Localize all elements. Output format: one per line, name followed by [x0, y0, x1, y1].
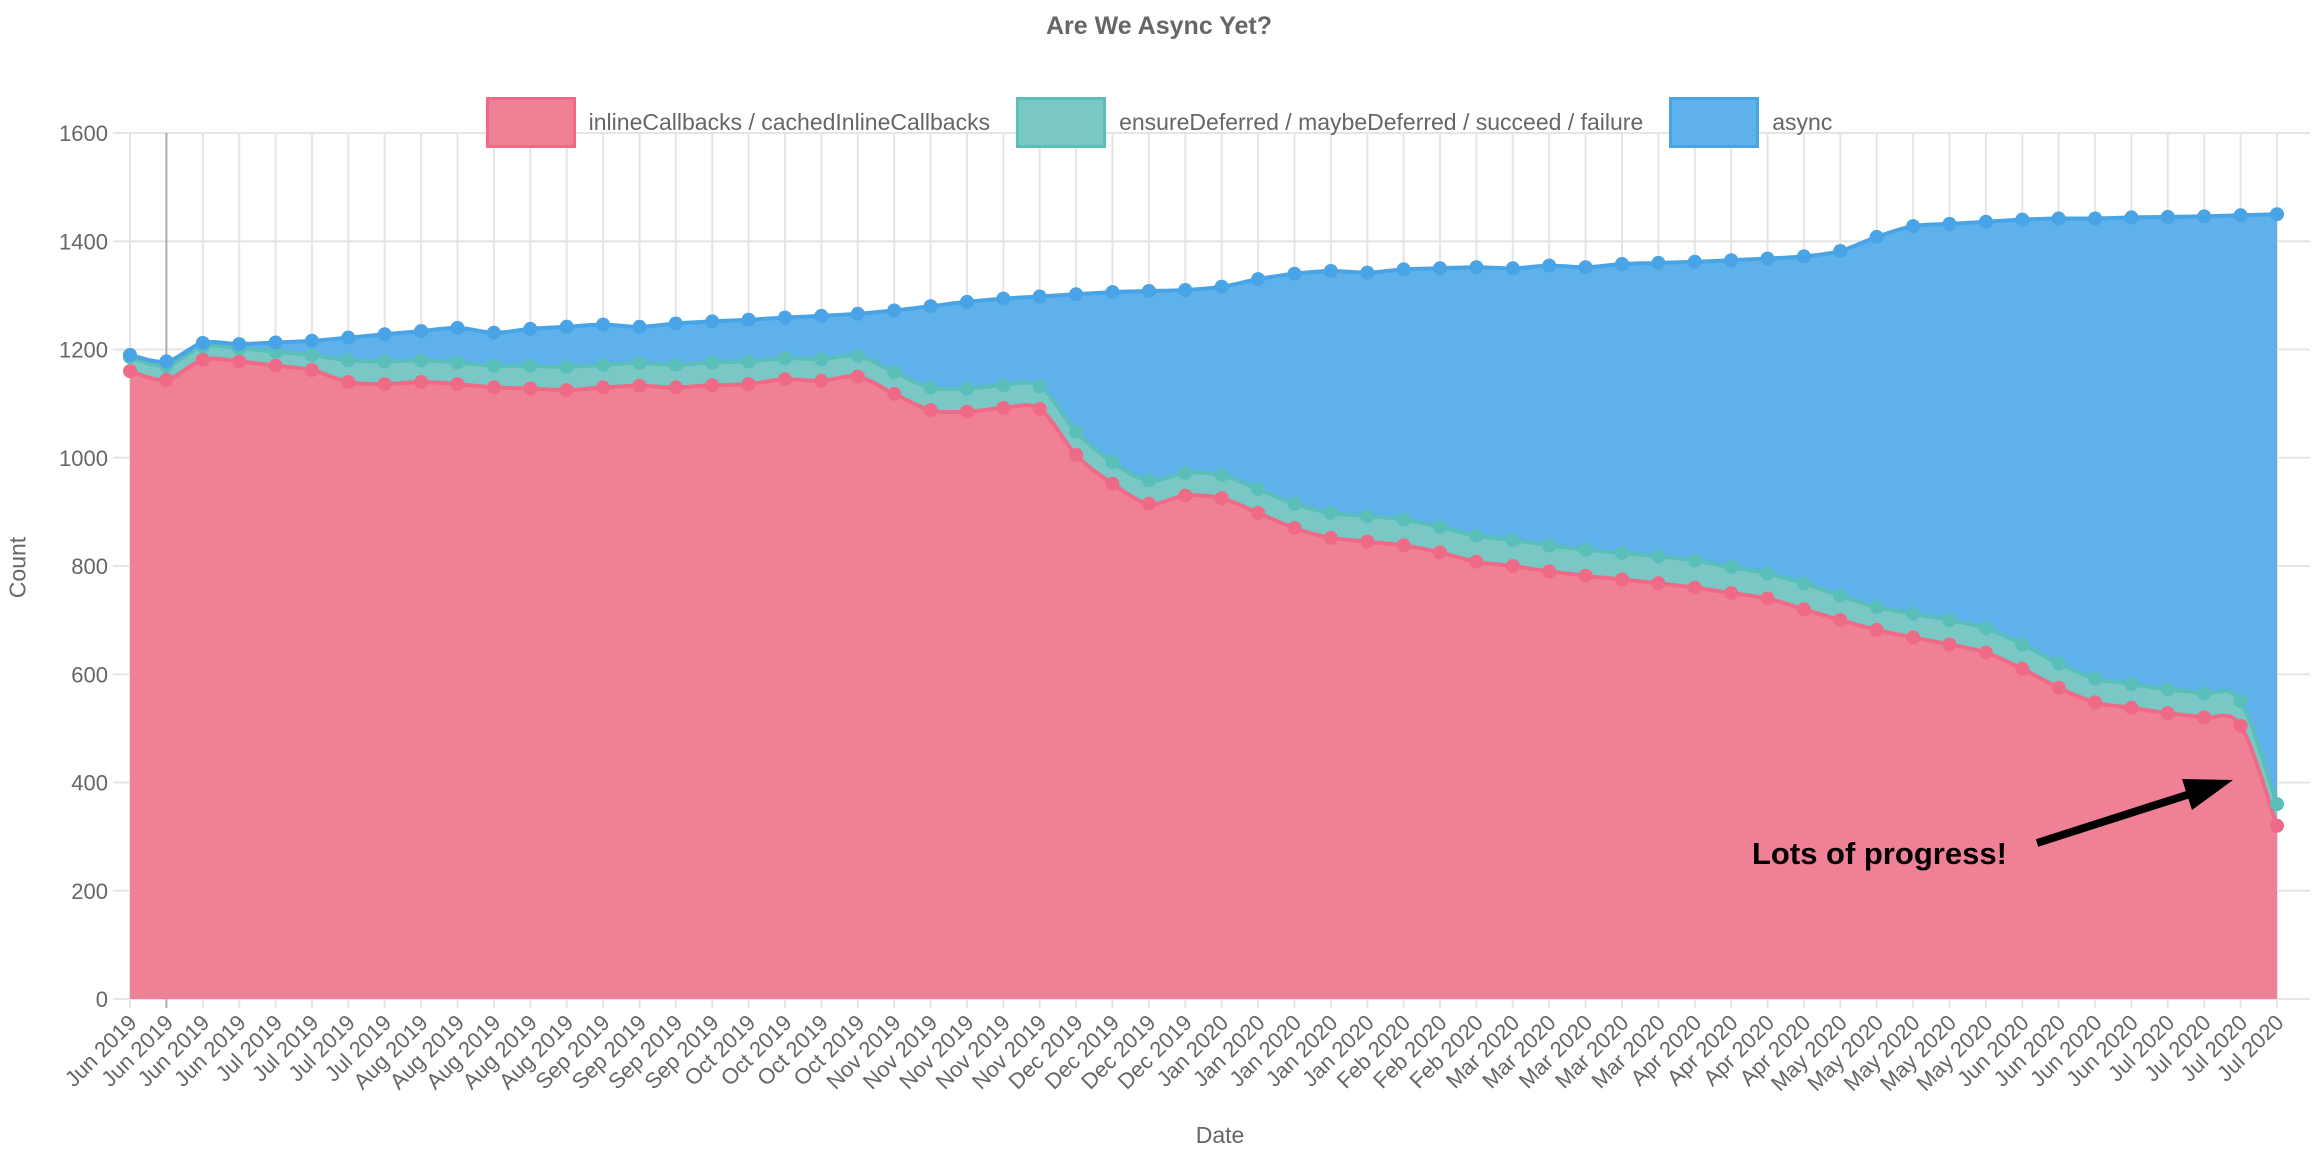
svg-text:400: 400 — [71, 771, 108, 796]
annotation-arrow — [2035, 779, 2233, 847]
x-axis-title: Date — [1195, 1122, 1245, 1148]
svg-text:600: 600 — [71, 662, 108, 687]
svg-text:1200: 1200 — [59, 338, 108, 363]
chart-title: Are We Async Yet? — [1045, 12, 1273, 40]
annotation-text: Lots of progress! — [1752, 836, 2007, 871]
svg-text:1400: 1400 — [59, 229, 108, 254]
data-point-markers — [123, 207, 2284, 833]
legend-swatch-inlinecallbacks — [485, 97, 576, 148]
legend-swatch-async — [1669, 97, 1760, 148]
legend-label-async: async — [1772, 109, 1833, 135]
y-axis-title: Count — [4, 536, 31, 599]
legend-item-async[interactable]: async — [1669, 97, 1832, 148]
y-axis-tick-labels: 0 200 400 600 800 1000 1200 1400 1600 — [59, 121, 108, 1012]
legend-item-ensuredeferred[interactable]: ensureDeferred / maybeDeferred / succeed… — [1016, 97, 1643, 148]
svg-text:800: 800 — [71, 554, 108, 579]
svg-text:0: 0 — [96, 987, 108, 1012]
stacked-areas — [130, 214, 2277, 1000]
svg-text:1600: 1600 — [59, 121, 108, 146]
legend-item-inlinecallbacks[interactable]: inlineCallbacks / cachedInlineCallbacks — [485, 97, 991, 148]
svg-text:1000: 1000 — [59, 446, 108, 471]
legend-swatch-ensuredeferred — [1016, 97, 1107, 148]
svg-text:200: 200 — [71, 879, 108, 904]
legend: inlineCallbacks / cachedInlineCallbacks … — [0, 97, 2318, 148]
legend-label-inlinecallbacks: inlineCallbacks / cachedInlineCallbacks — [588, 109, 991, 135]
legend-label-ensuredeferred: ensureDeferred / maybeDeferred / succeed… — [1119, 109, 1644, 135]
